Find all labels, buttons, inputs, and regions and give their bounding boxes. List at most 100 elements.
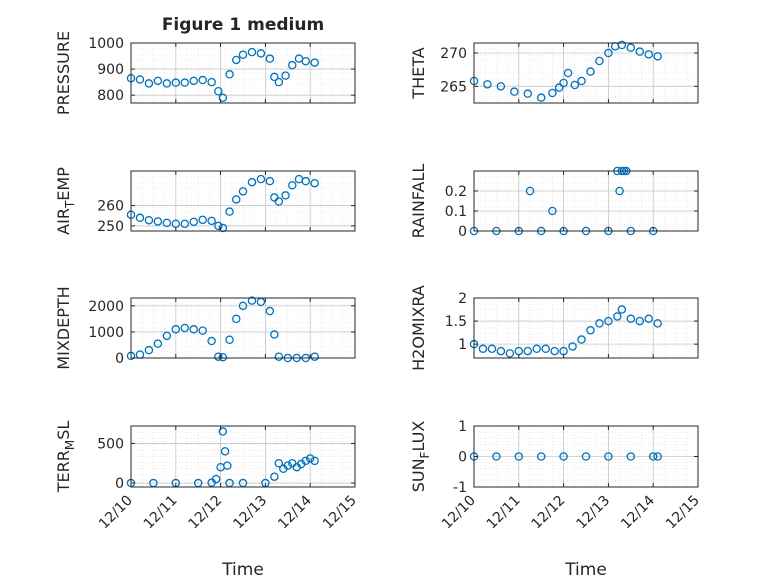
data-point bbox=[265, 306, 275, 316]
data-point bbox=[214, 221, 223, 231]
data-point bbox=[301, 57, 310, 66]
data-point bbox=[653, 52, 662, 61]
data-point bbox=[207, 216, 216, 226]
y-axis-label: TERRMSL bbox=[54, 421, 77, 494]
data-point bbox=[496, 82, 506, 91]
data-point bbox=[648, 452, 658, 461]
data-point bbox=[274, 197, 284, 206]
data-point bbox=[595, 56, 604, 66]
data-point bbox=[198, 326, 207, 335]
data-point bbox=[550, 346, 559, 356]
y-axis-label: RAINFALL bbox=[409, 164, 428, 239]
data-point bbox=[211, 474, 221, 484]
y-tick-label: 1000 bbox=[88, 325, 124, 341]
data-point bbox=[644, 314, 653, 324]
subplot-h2omixra: 1 1.5 2 H2OMIXRA bbox=[409, 285, 699, 371]
data-point bbox=[218, 223, 228, 233]
data-point bbox=[563, 68, 573, 78]
y-tick-label: 800 bbox=[97, 88, 124, 104]
data-point bbox=[536, 93, 546, 102]
data-point bbox=[653, 452, 662, 461]
subplot-air-temp: 250 260 AIRTEMP bbox=[54, 167, 356, 235]
data-point bbox=[225, 207, 234, 216]
data-point bbox=[523, 89, 533, 98]
data-point bbox=[171, 325, 181, 334]
data-point bbox=[218, 93, 228, 103]
data-point bbox=[496, 346, 506, 356]
y-tick-label: 0 bbox=[458, 224, 467, 240]
data-point bbox=[247, 47, 257, 57]
data-point bbox=[207, 77, 216, 87]
data-point bbox=[238, 301, 248, 311]
subplot-theta: 265 270 THETA bbox=[409, 40, 699, 104]
subplot-pressure: 800 900 1000 PRESSURE bbox=[54, 31, 356, 115]
data-point bbox=[144, 79, 154, 88]
data-point bbox=[559, 78, 568, 88]
data-point bbox=[144, 215, 154, 225]
data-point bbox=[270, 72, 279, 82]
data-point bbox=[548, 88, 557, 98]
data-point bbox=[247, 296, 257, 305]
data-point bbox=[310, 178, 319, 188]
data-point bbox=[189, 76, 198, 86]
data-point bbox=[288, 60, 297, 70]
data-series bbox=[126, 427, 319, 488]
y-axis-label: SUNFLUX bbox=[409, 421, 432, 493]
data-point bbox=[310, 58, 319, 67]
data-point bbox=[541, 344, 550, 354]
y-axis-label: PRESSURE bbox=[54, 31, 73, 115]
data-point bbox=[153, 339, 163, 348]
data-point bbox=[635, 316, 645, 326]
data-point bbox=[135, 75, 145, 84]
y-tick-label: 260 bbox=[97, 199, 124, 215]
y-tick-label: 1.5 bbox=[445, 314, 467, 330]
data-series bbox=[126, 47, 319, 103]
axes-box bbox=[473, 170, 699, 232]
data-point bbox=[492, 452, 501, 461]
data-point bbox=[301, 176, 310, 186]
data-point bbox=[653, 319, 662, 328]
data-point bbox=[626, 314, 636, 324]
subplot-rainfall: 0 0.1 0.2 RAINFALL bbox=[409, 164, 699, 240]
axes-box bbox=[130, 42, 356, 104]
data-point bbox=[207, 336, 216, 346]
data-point bbox=[617, 305, 627, 314]
data-series bbox=[469, 40, 662, 102]
y-tick-label: 265 bbox=[440, 79, 467, 95]
data-point bbox=[198, 215, 207, 225]
data-point bbox=[525, 186, 535, 196]
data-point bbox=[135, 213, 145, 223]
y-axis-label: AIRTEMP bbox=[54, 167, 77, 235]
y-axis-label: MIXDEPTH bbox=[54, 286, 73, 369]
data-point bbox=[510, 87, 519, 96]
data-point bbox=[144, 345, 154, 355]
data-point bbox=[581, 452, 591, 461]
y-tick-label: 0.2 bbox=[445, 184, 467, 200]
data-point bbox=[604, 316, 613, 326]
data-point bbox=[270, 472, 279, 481]
data-point bbox=[225, 70, 234, 79]
data-point bbox=[153, 217, 163, 226]
data-point bbox=[523, 346, 533, 356]
figure-title: Figure 1 medium bbox=[162, 15, 324, 35]
y-tick-label: 2000 bbox=[88, 299, 124, 315]
data-point bbox=[274, 458, 284, 468]
y-tick-label: -1 bbox=[453, 480, 467, 496]
data-point bbox=[198, 75, 207, 85]
data-point bbox=[483, 80, 492, 89]
data-point bbox=[238, 50, 248, 59]
data-point bbox=[635, 47, 645, 56]
data-point bbox=[577, 335, 586, 344]
data-point bbox=[218, 427, 228, 436]
x-axis-label-right: Time bbox=[564, 560, 607, 580]
data-point bbox=[514, 452, 524, 461]
y-tick-label: 500 bbox=[97, 436, 124, 452]
data-point bbox=[548, 206, 557, 216]
data-point bbox=[570, 80, 580, 90]
y-tick-label: 0 bbox=[458, 450, 467, 466]
data-point bbox=[478, 344, 488, 354]
y-tick-label: 1 bbox=[458, 419, 467, 435]
